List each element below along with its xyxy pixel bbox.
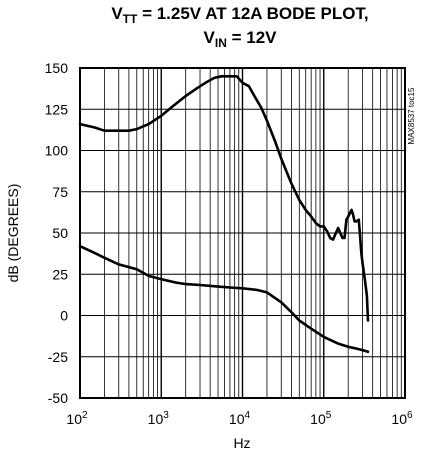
x-tick-label: 105 (310, 410, 332, 427)
y-tick-label: 100 (45, 143, 69, 159)
y-tick-labels: -50 -25 0 25 50 75 100 125 150 (45, 60, 69, 406)
y-tick-label: 25 (52, 266, 68, 282)
part-number-note: MAX8537 toc15 (407, 87, 416, 144)
x-tick-label: 106 (391, 410, 413, 427)
y-tick-label: 50 (52, 225, 68, 241)
plot-frame (79, 67, 406, 399)
series-line-2 (78, 244, 370, 354)
y-tick-label: -25 (48, 349, 68, 365)
x-tick-labels: 102 103 104 105 106 (66, 410, 413, 427)
y-tick-label: 75 (52, 184, 68, 200)
chart-title-line-2: VIN = 12V (204, 28, 278, 50)
series-line-1 (78, 75, 370, 322)
y-axis-label: dB (DEGREES) (5, 184, 21, 283)
y-tick-label: 150 (45, 60, 69, 76)
series-group (78, 75, 370, 354)
chart-title-line-1: VTT = 1.25V AT 12A BODE PLOT, (111, 4, 368, 26)
x-tick-label: 104 (229, 410, 251, 427)
y-tick-label: 0 (60, 308, 68, 324)
x-tick-label: 103 (148, 410, 170, 427)
y-tick-label: 125 (45, 101, 69, 117)
x-axis-label: Hz (233, 435, 250, 451)
y-tick-label: -50 (48, 390, 68, 406)
x-tick-label: 102 (66, 410, 88, 427)
